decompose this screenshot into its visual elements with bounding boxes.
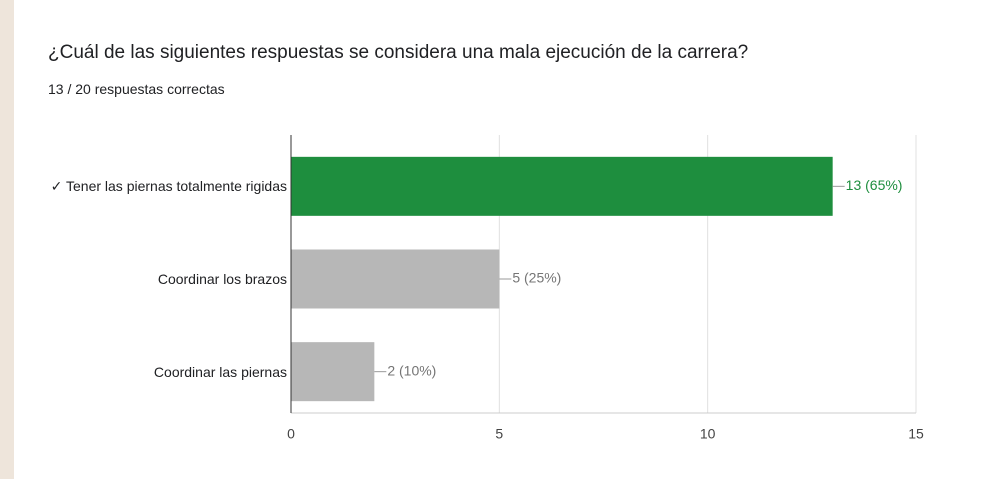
side-strip <box>0 0 14 479</box>
score-subtitle: 13 / 20 respuestas correctas <box>48 81 225 97</box>
category-label: Coordinar las piernas <box>153 363 287 380</box>
x-tick-label: 5 <box>495 426 503 442</box>
value-label: 2 (10%) <box>387 362 436 378</box>
bar <box>291 249 500 309</box>
category-label: Coordinar los brazos <box>157 271 287 287</box>
x-tick-label: 0 <box>287 426 295 442</box>
bar <box>291 342 375 402</box>
bar <box>291 156 833 216</box>
x-tick-label: 10 <box>700 426 716 442</box>
value-label: 13 (65%) <box>846 177 903 193</box>
x-tick-label: 15 <box>908 426 924 442</box>
value-label: 5 (25%) <box>512 270 561 286</box>
category-label: ✓ Tener las piernas totalmente rigidas <box>50 178 287 195</box>
question-title: ¿Cuál de las siguientes respuestas se co… <box>48 42 749 63</box>
